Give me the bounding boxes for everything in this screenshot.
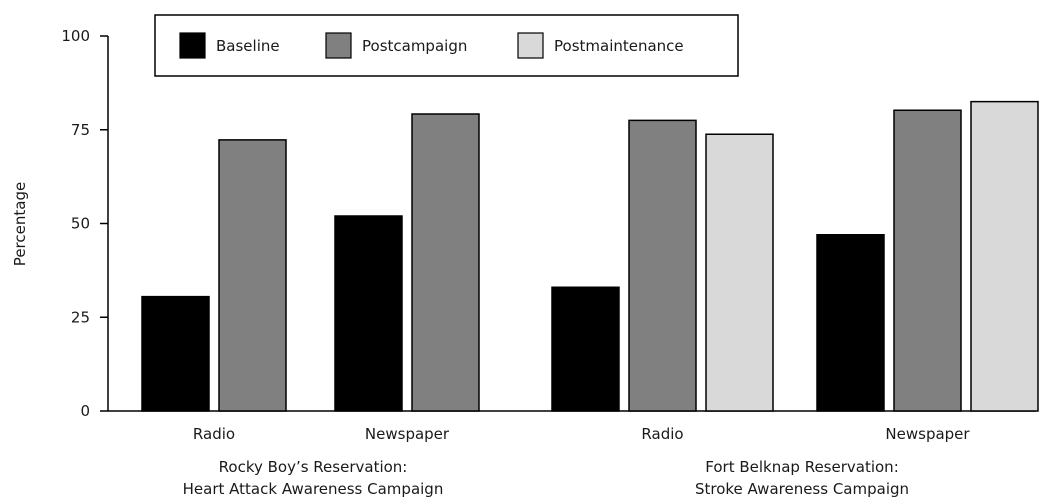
bar-1-newspaper-postmaintenance [970, 100, 1039, 412]
legend-label-postcampaign: Postcampaign [362, 37, 467, 55]
legend-label-baseline: Baseline [216, 37, 280, 55]
bar-0-newspaper-postcampaign [411, 113, 480, 412]
y-tick-label-50: 50 [71, 215, 90, 233]
bars [141, 100, 1039, 412]
group-label-fort-belknap-line1: Fort Belknap Reservation: [705, 458, 899, 476]
category-label-1-radio: Radio [641, 425, 683, 443]
category-label-0-radio: Radio [193, 425, 235, 443]
legend-swatch-postmaintenance [517, 32, 544, 59]
y-tick-label-0: 0 [80, 402, 90, 420]
y-axis-title: Percentage [11, 182, 29, 266]
group-label-rocky-boy-line2: Heart Attack Awareness Campaign [183, 480, 444, 498]
bar-0-radio-postcampaign [218, 139, 287, 412]
legend-box [154, 14, 739, 77]
bar-0-radio-baseline [141, 295, 210, 412]
category-label-1-newspaper: Newspaper [885, 425, 970, 443]
bar-1-newspaper-baseline [816, 234, 885, 412]
bar-1-radio-postcampaign [628, 119, 697, 412]
y-tick-label-25: 25 [71, 308, 90, 326]
legend-swatch-postcampaign [325, 32, 352, 59]
legend: Baseline Postcampaign Postmaintenance [154, 14, 739, 77]
bar-1-newspaper-postcampaign [893, 109, 962, 412]
y-tick-label-100: 100 [61, 27, 90, 45]
group-label-rocky-boy-line1: Rocky Boy’s Reservation: [219, 458, 408, 476]
category-labels: Radio Newspaper Radio Newspaper [193, 425, 970, 443]
group-label-fort-belknap-line2: Stroke Awareness Campaign [695, 480, 909, 498]
y-tick-label-75: 75 [71, 121, 90, 139]
category-label-0-newspaper: Newspaper [365, 425, 450, 443]
legend-swatch-baseline [179, 32, 206, 59]
y-ticks: 0 25 50 75 100 [61, 27, 108, 420]
bar-1-radio-baseline [551, 286, 620, 412]
legend-label-postmaintenance: Postmaintenance [554, 37, 684, 55]
bar-0-newspaper-baseline [334, 215, 403, 412]
bar-1-radio-postmaintenance [705, 133, 774, 412]
